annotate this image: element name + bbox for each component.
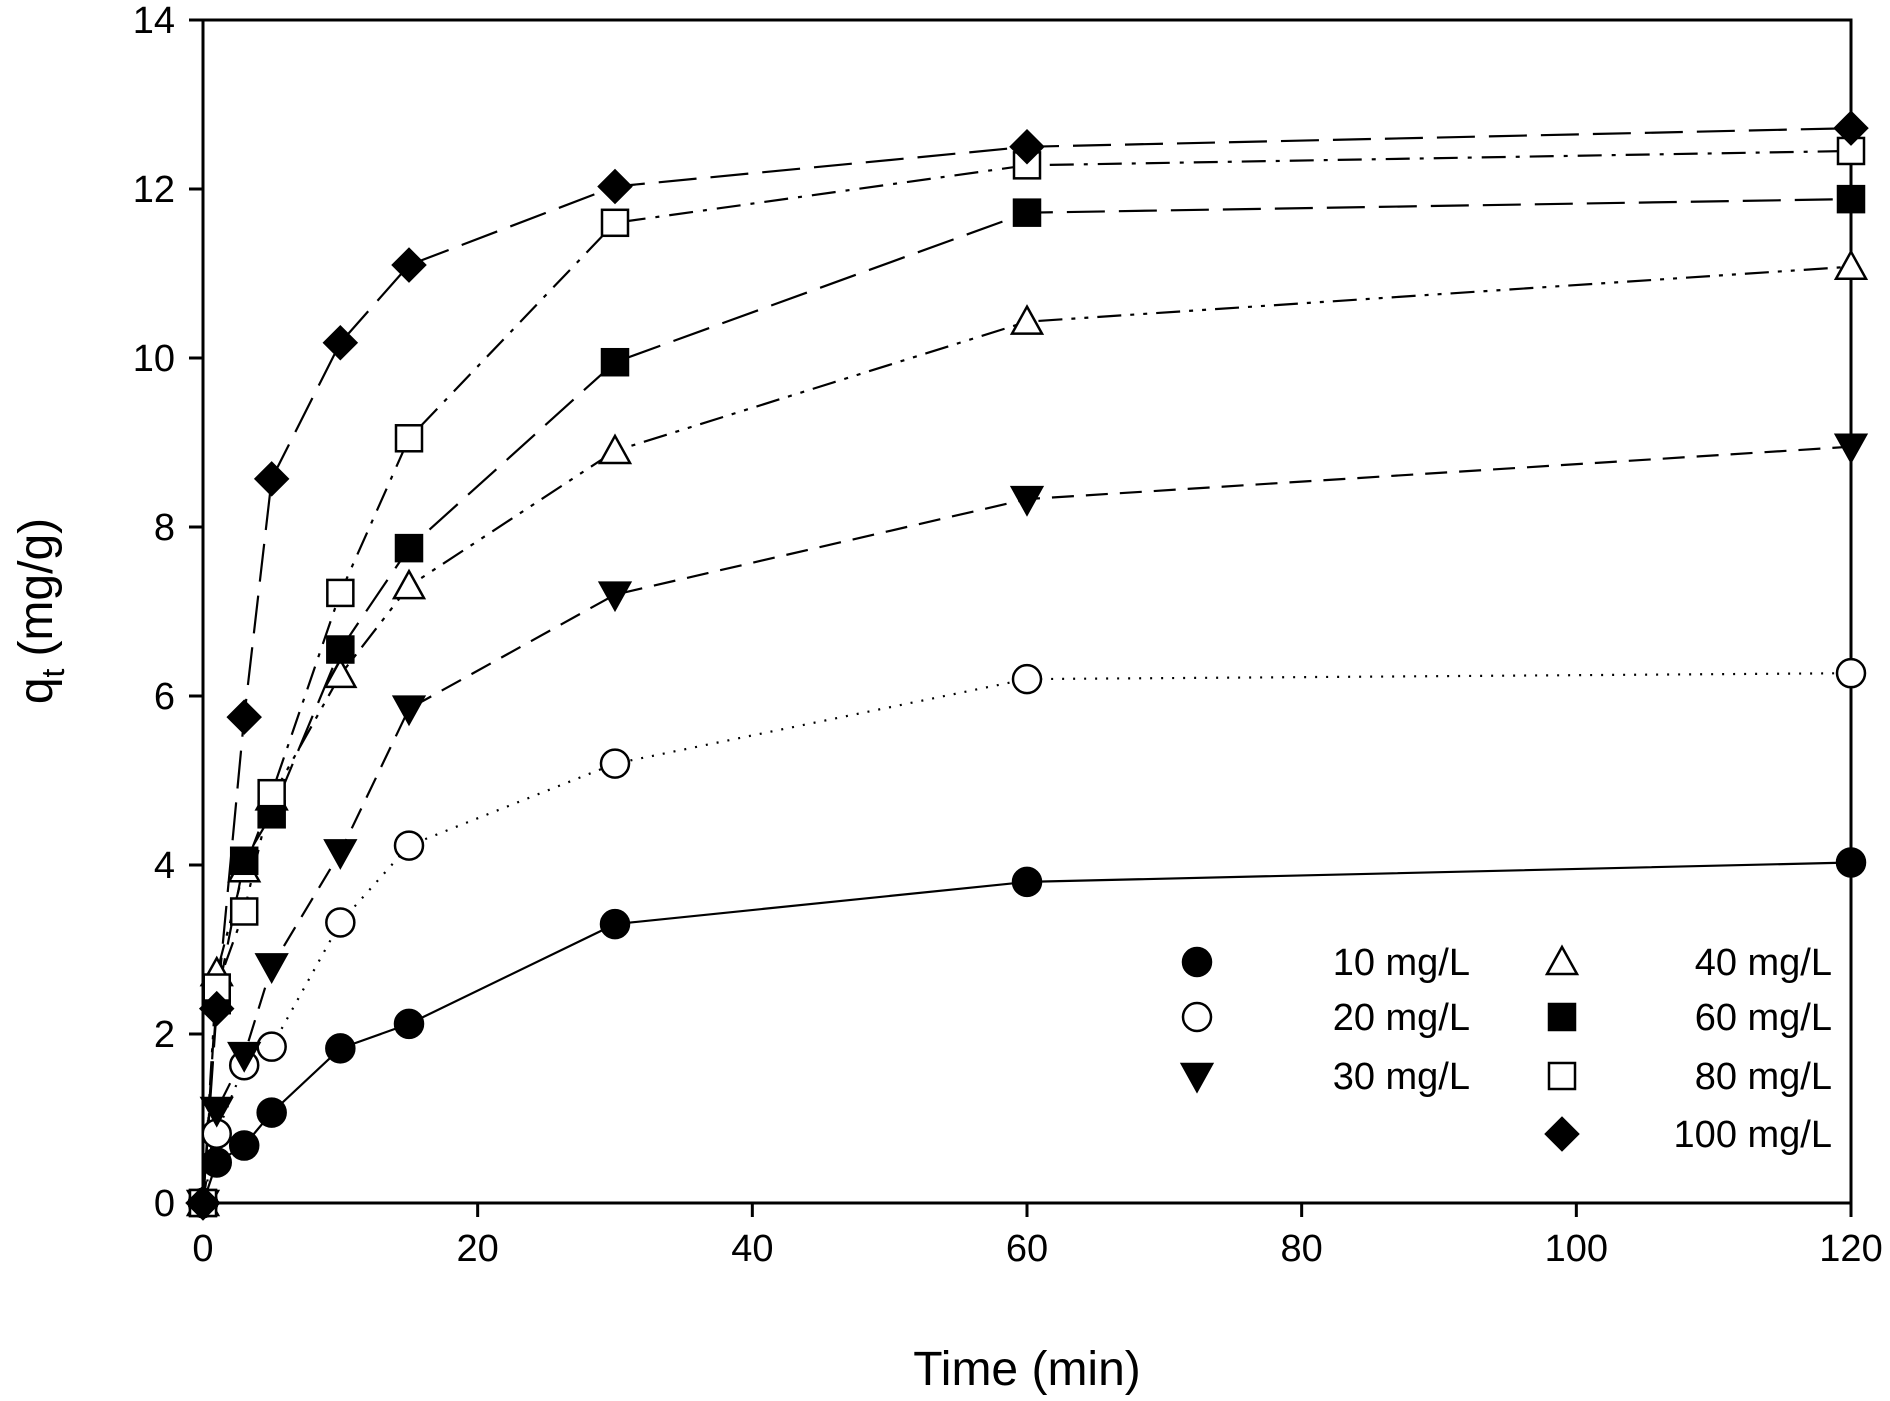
y-tick-label: 10 xyxy=(133,338,175,380)
x-tick-label: 120 xyxy=(1819,1228,1882,1270)
legend-label-20-mg-l: 20 mg/L xyxy=(1333,997,1470,1039)
data-point-30-mg-l xyxy=(254,953,289,984)
data-point-30-mg-l xyxy=(391,695,427,727)
y-axis-title-unit: (mg/g) xyxy=(10,518,63,657)
legend-label-80-mg-l: 80 mg/L xyxy=(1695,1056,1832,1098)
x-tick-label: 80 xyxy=(1281,1228,1323,1270)
y-tick-label: 8 xyxy=(154,507,175,549)
legend-marker-80-mg-l xyxy=(1547,1061,1577,1091)
series-line-60-mg-l xyxy=(201,198,1852,1204)
data-point-40-mg-l xyxy=(1009,304,1045,335)
y-tick-label: 12 xyxy=(133,169,175,211)
data-point-100-mg-l xyxy=(322,325,359,361)
data-point-100-mg-l xyxy=(198,990,235,1027)
y-axis-title-main: q xyxy=(10,677,63,704)
data-point-30-mg-l xyxy=(227,1041,262,1073)
data-point-20-mg-l xyxy=(256,1031,287,1062)
data-point-100-mg-l xyxy=(185,1185,221,1221)
data-point-80-mg-l xyxy=(326,578,355,608)
data-point-60-mg-l xyxy=(326,635,355,664)
x-axis: 0 20 40 60 80 100 120 xyxy=(192,1203,1883,1270)
data-point-40-mg-l xyxy=(597,433,633,465)
data-point-80-mg-l xyxy=(1012,151,1042,180)
y-axis-title: qt (mg/g) xyxy=(10,518,71,704)
legend-marker-40-mg-l xyxy=(1544,944,1580,976)
data-point-100-mg-l xyxy=(391,247,427,283)
data-point-10-mg-l xyxy=(1011,866,1043,898)
data-point-10-mg-l xyxy=(393,1008,425,1040)
data-point-40-mg-l xyxy=(323,657,358,689)
legend-marker-30-mg-l xyxy=(1179,1062,1215,1094)
data-point-100-mg-l xyxy=(1009,128,1045,165)
data-point-20-mg-l xyxy=(1835,657,1867,689)
legend: 10 mg/L 20 mg/L 30 mg/L 40 mg/L 60 mg/L 80 mg… xyxy=(1179,942,1832,1156)
y-axis-title-subscript: t xyxy=(35,668,71,677)
y-tick-label: 14 xyxy=(133,0,175,42)
series-markers xyxy=(185,110,1869,1221)
data-point-60-mg-l xyxy=(600,347,630,377)
data-point-80-mg-l xyxy=(229,897,259,926)
data-point-100-mg-l xyxy=(597,168,633,205)
data-point-30-mg-l xyxy=(597,581,633,613)
legend-label-40-mg-l: 40 mg/L xyxy=(1695,942,1832,984)
x-tick-label: 0 xyxy=(192,1228,213,1270)
data-point-30-mg-l xyxy=(1833,433,1869,465)
data-point-80-mg-l xyxy=(600,208,630,238)
series-line-40-mg-l xyxy=(201,265,1852,1204)
data-point-80-mg-l xyxy=(394,424,424,453)
legend-marker-60-mg-l xyxy=(1547,1002,1577,1032)
data-point-60-mg-l xyxy=(1012,198,1042,227)
x-tick-label: 100 xyxy=(1545,1228,1608,1270)
data-point-30-mg-l xyxy=(323,839,358,870)
data-point-30-mg-l xyxy=(1009,485,1045,517)
y-tick-label: 2 xyxy=(154,1014,175,1056)
data-point-10-mg-l xyxy=(599,908,631,940)
x-tick-label: 60 xyxy=(1006,1228,1048,1270)
data-point-10-mg-l xyxy=(325,1033,356,1064)
data-point-60-mg-l xyxy=(1836,184,1866,214)
series-line-20-mg-l xyxy=(201,672,1852,1204)
series-line-100-mg-l xyxy=(201,127,1852,1204)
plot-frame xyxy=(201,18,1853,1205)
data-point-60-mg-l xyxy=(229,846,259,876)
y-tick-label: 6 xyxy=(154,676,175,718)
data-point-20-mg-l xyxy=(599,748,631,779)
legend-marker-100-mg-l xyxy=(1544,1116,1580,1152)
data-point-100-mg-l xyxy=(1833,110,1869,146)
legend-label-30-mg-l: 30 mg/L xyxy=(1333,1056,1470,1098)
data-point-100-mg-l xyxy=(226,699,262,735)
data-point-10-mg-l xyxy=(256,1097,287,1128)
data-point-20-mg-l xyxy=(393,830,425,861)
series-line-10-mg-l xyxy=(201,861,1852,1204)
legend-label-100-mg-l: 100 mg/L xyxy=(1674,1114,1832,1156)
data-point-100-mg-l xyxy=(253,461,290,497)
data-point-10-mg-l xyxy=(228,1130,260,1161)
x-tick-label: 40 xyxy=(731,1228,773,1270)
legend-label-60-mg-l: 60 mg/L xyxy=(1695,997,1832,1039)
data-point-80-mg-l xyxy=(257,778,286,808)
data-point-10-mg-l xyxy=(201,1147,232,1178)
legend-label-10-mg-l: 10 mg/L xyxy=(1333,942,1470,984)
y-tick-label: 0 xyxy=(154,1183,175,1225)
x-tick-label: 20 xyxy=(457,1228,499,1270)
data-point-40-mg-l xyxy=(1833,249,1869,280)
data-point-40-mg-l xyxy=(391,568,427,600)
data-point-60-mg-l xyxy=(394,533,424,563)
data-point-20-mg-l xyxy=(1011,663,1043,695)
data-point-20-mg-l xyxy=(325,907,356,938)
y-axis: 0 2 4 6 8 10 12 14 xyxy=(133,0,203,1225)
legend-marker-20-mg-l xyxy=(1181,1001,1213,1033)
y-tick-label: 4 xyxy=(154,845,175,887)
x-axis-title: Time (min) xyxy=(913,1343,1141,1396)
legend-marker-10-mg-l xyxy=(1181,946,1213,978)
data-point-30-mg-l xyxy=(199,1096,234,1128)
data-point-10-mg-l xyxy=(1835,847,1867,878)
